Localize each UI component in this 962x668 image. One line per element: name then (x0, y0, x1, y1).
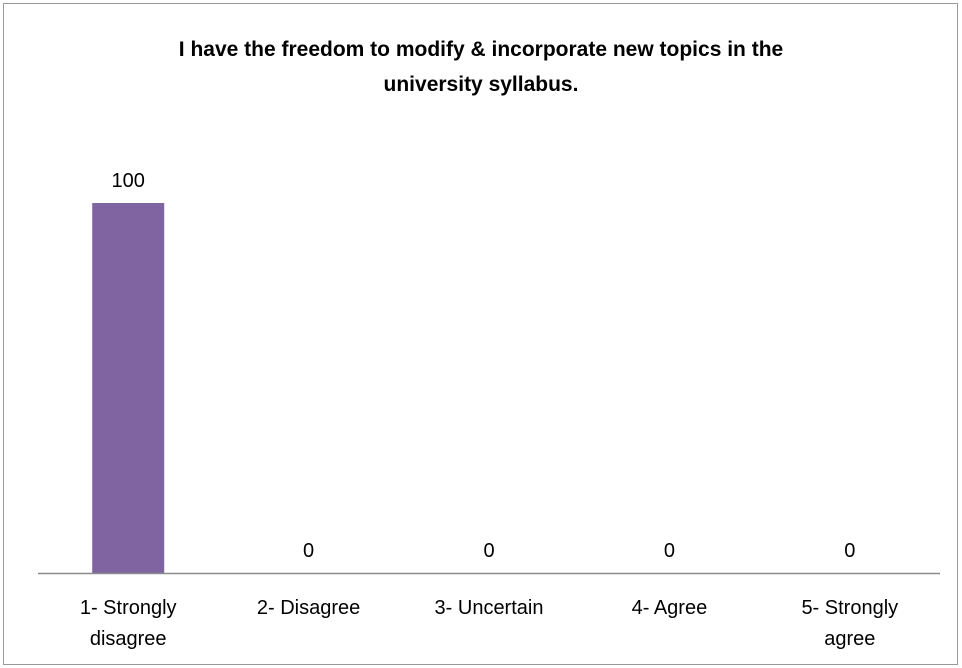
x-tick-label-5: 5- Strongly agree (801, 597, 898, 650)
x-tick-label-3: 3- Uncertain (435, 597, 544, 619)
data-labels-group: 100 0 0 0 0 (112, 170, 856, 562)
data-label-3: 0 (483, 540, 494, 562)
chart-title-line-2: university syllabus. (384, 73, 579, 96)
x-tick-label-1: 1- Strongly disagree (80, 597, 177, 650)
bar-1 (92, 203, 165, 573)
x-axis-tick-labels: 1- Strongly disagree 2- Disagree 3- Uncerta… (80, 597, 898, 650)
x-tick-label-1-line-2: disagree (90, 628, 167, 650)
bars-group (92, 203, 165, 573)
chart-title-line-1: I have the freedom to modify & incorpora… (179, 38, 783, 61)
x-tick-label-2-line-1: 2- Disagree (257, 597, 360, 619)
x-tick-label-1-line-1: 1- Strongly (80, 597, 177, 619)
x-tick-label-3-line-1: 3- Uncertain (435, 597, 544, 619)
data-label-4: 0 (664, 540, 675, 562)
data-label-2: 0 (303, 540, 314, 562)
x-tick-label-4: 4- Agree (632, 597, 708, 619)
x-tick-label-5-line-2: agree (824, 628, 875, 650)
data-label-5: 0 (844, 540, 855, 562)
x-tick-label-5-line-1: 5- Strongly (801, 597, 898, 619)
x-tick-label-4-line-1: 4- Agree (632, 597, 708, 619)
x-tick-label-2: 2- Disagree (257, 597, 360, 619)
data-label-1: 100 (112, 170, 145, 192)
